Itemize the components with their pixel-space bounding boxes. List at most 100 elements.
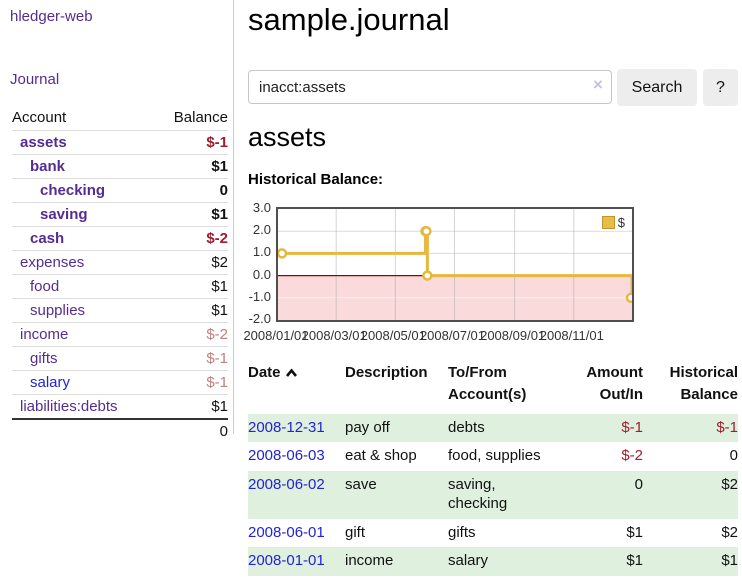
sidebar-account-row: assets $-1 (12, 130, 228, 155)
chart-canvas (278, 209, 632, 320)
sidebar-account-row: income $-2 (12, 322, 228, 347)
transaction-description: pay off (345, 418, 390, 436)
sidebar-account-link[interactable]: bank (30, 158, 66, 175)
y-axis-tick-label: 3.0 (252, 200, 271, 215)
transaction-date-link[interactable]: 2008-06-03 (248, 447, 325, 465)
transaction-amount: $-2 (621, 447, 643, 465)
x-axis-tick-label: 2008/11/01 (539, 328, 604, 343)
balance-column-header-register: Historical Balance (669, 364, 738, 403)
date-column-header[interactable]: Date (248, 360, 345, 414)
transaction-accounts: food, supplies (448, 447, 541, 465)
sidebar-account-link[interactable]: salary (30, 374, 71, 391)
account-balance: $2 (154, 250, 228, 275)
clear-search-icon[interactable]: × (593, 75, 603, 94)
account-balance: $-1 (154, 370, 228, 395)
sidebar-account-row: expenses $2 (12, 250, 228, 275)
sidebar-account-link[interactable]: supplies (30, 302, 86, 319)
transaction-accounts: saving, checking (448, 476, 508, 512)
sidebar-account-link[interactable]: income (20, 326, 69, 343)
sidebar-total-row: 0 (12, 418, 228, 443)
register-row[interactable]: 2008-06-01 gift gifts $1 $2 (248, 519, 738, 548)
sidebar-account-link[interactable]: expenses (20, 254, 85, 271)
data-point-marker (278, 248, 288, 259)
sidebar-account-link[interactable]: saving (40, 206, 88, 223)
register-row[interactable]: 2008-06-02 save saving, checking 0 $2 (248, 471, 738, 519)
legend-label: $ (617, 215, 625, 230)
account-balance: $1 (154, 298, 228, 323)
balance-chart[interactable]: $ (276, 207, 634, 322)
sidebar-account-link[interactable]: cash (30, 230, 65, 247)
x-axis-tick-label: 2008/03/01 (301, 328, 367, 343)
sidebar-account-link[interactable]: assets (20, 134, 67, 151)
transaction-date-link[interactable]: 2008-01-01 (248, 552, 325, 570)
account-balance: $1 (154, 274, 228, 299)
sidebar-account-row: gifts $-1 (12, 346, 228, 371)
y-axis-tick-label: -1.0 (248, 288, 271, 304)
data-point-marker (422, 270, 433, 281)
register-header-row: Date Description To/From Account(s) Amou… (248, 360, 738, 414)
x-axis-tick-label: 2008/07/01 (419, 328, 486, 343)
register-row[interactable]: 2008-06-03 eat & shop food, supplies $-2 0 (248, 442, 738, 471)
sidebar-divider (233, 0, 234, 434)
brand-link[interactable]: hledger-web (10, 8, 93, 25)
sidebar-account-row: salary $-1 (12, 370, 228, 395)
search-input[interactable] (248, 70, 612, 104)
data-point-marker (625, 292, 632, 304)
register-row[interactable]: 2008-01-01 income salary $1 $1 (248, 547, 738, 576)
chart-heading: Historical Balance: (248, 171, 384, 188)
transaction-date-link[interactable]: 2008-06-02 (248, 476, 325, 493)
transaction-balance: $-1 (716, 418, 738, 436)
account-balance: 0 (154, 178, 228, 203)
transaction-balance: $2 (721, 476, 738, 493)
sidebar-account-row: checking 0 (12, 178, 228, 203)
description-column-header: Description (345, 364, 428, 381)
account-heading: assets (248, 122, 327, 152)
transaction-amount: 0 (634, 476, 643, 493)
sort-ascending-icon (285, 363, 298, 385)
transaction-date-link[interactable]: 2008-12-31 (248, 418, 325, 436)
transaction-balance: $1 (721, 552, 738, 570)
sidebar-accounts-header: Account Balance (12, 106, 228, 131)
sidebar-account-row: saving $1 (12, 202, 228, 227)
account-balance: $1 (154, 394, 228, 419)
transaction-amount: $1 (626, 552, 643, 570)
account-balance: $-1 (154, 130, 228, 155)
transaction-amount: $1 (626, 523, 643, 541)
register-row[interactable]: 2008-12-31 pay off debts $-1 $-1 (248, 413, 738, 443)
sidebar-accounts-table: Account Balance assets $-1 bank $1 checking 0… (12, 106, 228, 443)
sidebar-total-balance: 0 (154, 418, 228, 443)
account-balance: $1 (154, 202, 228, 227)
account-balance: $-2 (154, 322, 228, 347)
transaction-date-link[interactable]: 2008-06-01 (248, 523, 325, 541)
transaction-accounts: gifts (448, 523, 476, 541)
transaction-accounts: salary (448, 552, 489, 570)
account-balance: $-2 (154, 226, 228, 251)
transaction-accounts: debts (448, 418, 485, 436)
account-column-header: Account (12, 109, 67, 126)
sidebar-item-journal[interactable]: Journal (10, 71, 60, 88)
help-button[interactable]: ? (703, 69, 738, 106)
search-button[interactable]: Search (617, 69, 697, 106)
y-axis-tick-label: 0.0 (252, 266, 271, 282)
register-table: Date Description To/From Account(s) Amou… (248, 360, 738, 576)
account-balance: $-1 (154, 346, 228, 371)
page-title: sample.journal (248, 2, 450, 37)
sidebar-account-row: cash $-2 (12, 226, 228, 251)
x-axis-tick-label: 2008/01/01 (243, 328, 309, 343)
transaction-description: income (345, 552, 394, 570)
transaction-description: gift (345, 523, 366, 541)
amount-column-header: Amount Out/In (586, 364, 643, 403)
account-balance: $1 (154, 154, 228, 179)
sidebar-account-link[interactable]: liabilities:debts (20, 398, 118, 415)
accounts-column-header: To/From Account(s) (448, 364, 527, 403)
y-axis-tick-label: 2.0 (252, 222, 271, 238)
sidebar-account-row: bank $1 (12, 154, 228, 179)
sidebar-account-link[interactable]: checking (40, 182, 106, 199)
sidebar-account-link[interactable]: gifts (30, 350, 58, 367)
transaction-description: eat & shop (345, 447, 417, 465)
transaction-description: save (345, 476, 377, 493)
sidebar-account-link[interactable]: food (30, 278, 60, 295)
data-point-marker (421, 225, 432, 237)
sidebar-account-row: liabilities:debts $1 (12, 394, 228, 419)
